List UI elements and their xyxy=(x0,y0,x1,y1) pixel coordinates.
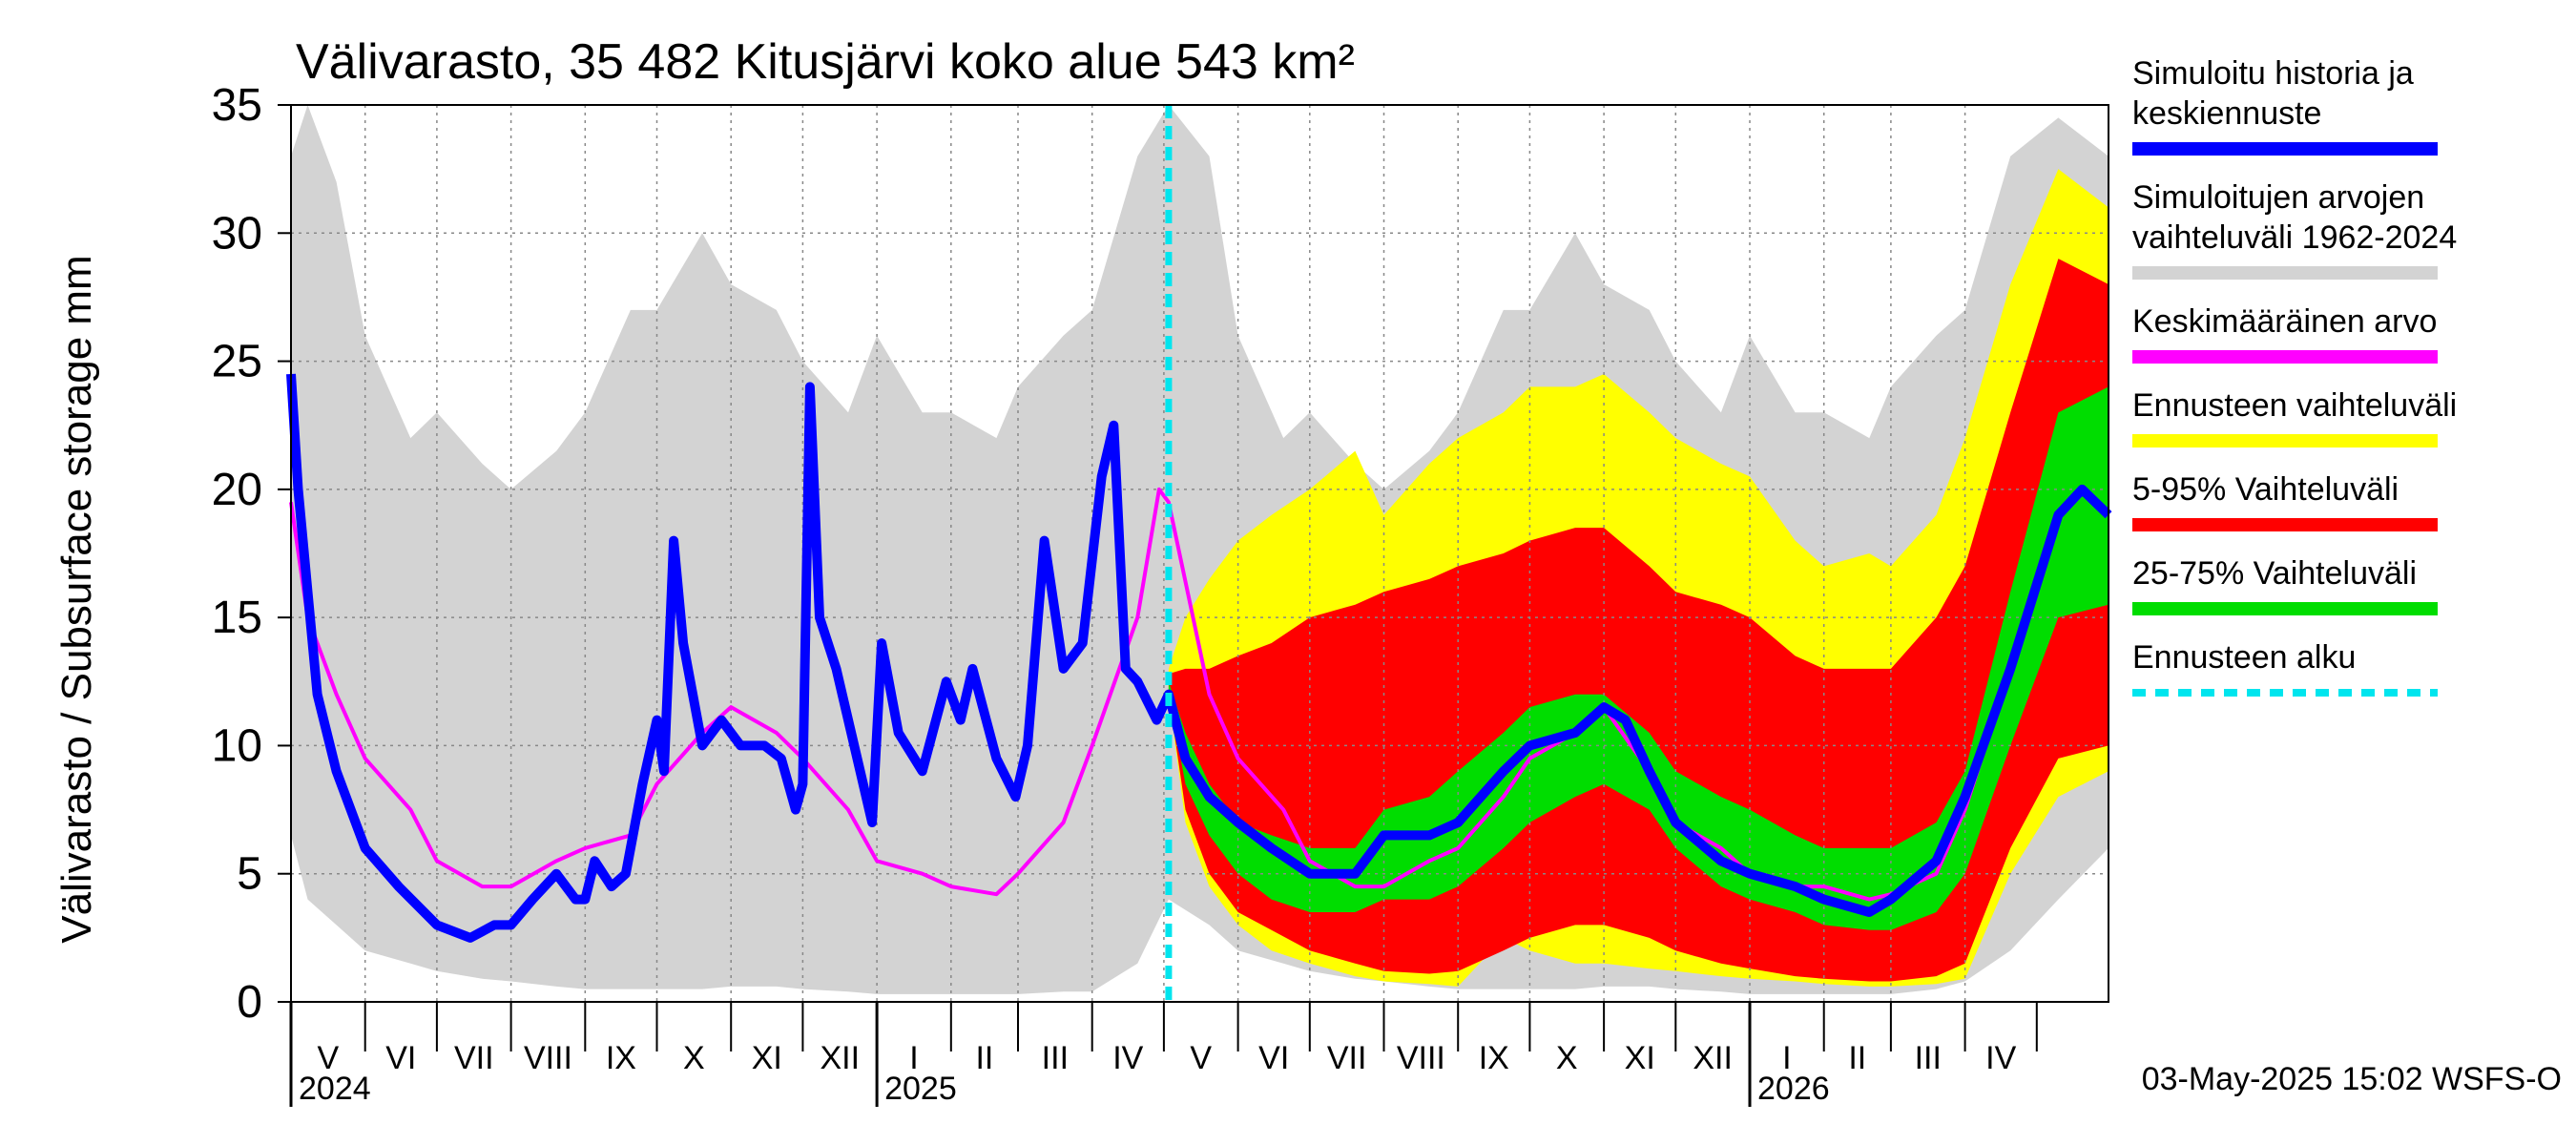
month-label: V xyxy=(1190,1040,1212,1076)
legend-label: Ennusteen alku xyxy=(2132,639,2356,676)
legend-label: 5-95% Vaihteluväli xyxy=(2132,471,2399,508)
y-tick-label: 30 xyxy=(212,208,262,259)
month-label: III xyxy=(1915,1040,1942,1076)
month-label: VIII xyxy=(524,1040,572,1076)
legend-label: Simuloitujen arvojen xyxy=(2132,179,2424,216)
line-simuloitu-historia-ja-keskiennuste xyxy=(286,373,2112,943)
legend-label: Keskimääräinen arvo xyxy=(2132,303,2437,340)
month-label: X xyxy=(683,1040,705,1076)
y-tick-label: 0 xyxy=(237,977,262,1028)
month-label: XII xyxy=(1693,1040,1733,1076)
month-label: II xyxy=(975,1040,993,1076)
month-label: III xyxy=(1042,1040,1069,1076)
month-label: IX xyxy=(1479,1040,1509,1076)
month-label: IV xyxy=(1112,1040,1143,1076)
y-tick-label: 35 xyxy=(212,80,262,131)
month-label: I xyxy=(909,1040,918,1076)
legend-label: Ennusteen vaihteluväli xyxy=(2132,387,2457,424)
year-label: 2026 xyxy=(1757,1071,1830,1107)
y-tick-label: 10 xyxy=(212,720,262,771)
month-label: IX xyxy=(606,1040,636,1076)
month-label: I xyxy=(1782,1040,1791,1076)
month-label: VII xyxy=(1327,1040,1367,1076)
month-label: XII xyxy=(820,1040,860,1076)
footer-timestamp: 03-May-2025 15:02 WSFS-O xyxy=(2142,1061,2562,1097)
band-25-75-vaihteluv-li xyxy=(1168,386,2109,930)
band-5-95-vaihteluv-li xyxy=(1168,259,2109,982)
plot-frame xyxy=(290,104,2109,1003)
line-layer xyxy=(286,105,2112,1002)
y-tick-label: 15 xyxy=(212,593,262,643)
month-label: IV xyxy=(1985,1040,2016,1076)
month-label: VII xyxy=(454,1040,494,1076)
month-label: VIII xyxy=(1397,1040,1445,1076)
month-label: X xyxy=(1556,1040,1578,1076)
month-label: II xyxy=(1848,1040,1866,1076)
chart-title: Välivarasto, 35 482 Kitusjärvi koko alue… xyxy=(296,34,1355,90)
year-label: 2025 xyxy=(884,1071,957,1107)
y-tick-label: 20 xyxy=(212,465,262,515)
y-axis-label: Välivarasto / Subsurface storage mm xyxy=(53,255,100,943)
legend-label: 25-75% Vaihteluväli xyxy=(2132,555,2417,592)
month-label: V xyxy=(318,1040,340,1076)
year-label: 2024 xyxy=(299,1071,371,1107)
month-label: XI xyxy=(1625,1040,1655,1076)
y-tick-label: 25 xyxy=(212,337,262,387)
month-label: VI xyxy=(1258,1040,1289,1076)
month-label: VI xyxy=(385,1040,416,1076)
legend-label: keskiennuste xyxy=(2132,95,2321,132)
legend-label: vaihteluväli 1962-2024 xyxy=(2132,219,2457,256)
y-tick-label: 5 xyxy=(237,849,262,900)
month-label: XI xyxy=(752,1040,782,1076)
legend-label: Simuloitu historia ja xyxy=(2132,55,2414,92)
